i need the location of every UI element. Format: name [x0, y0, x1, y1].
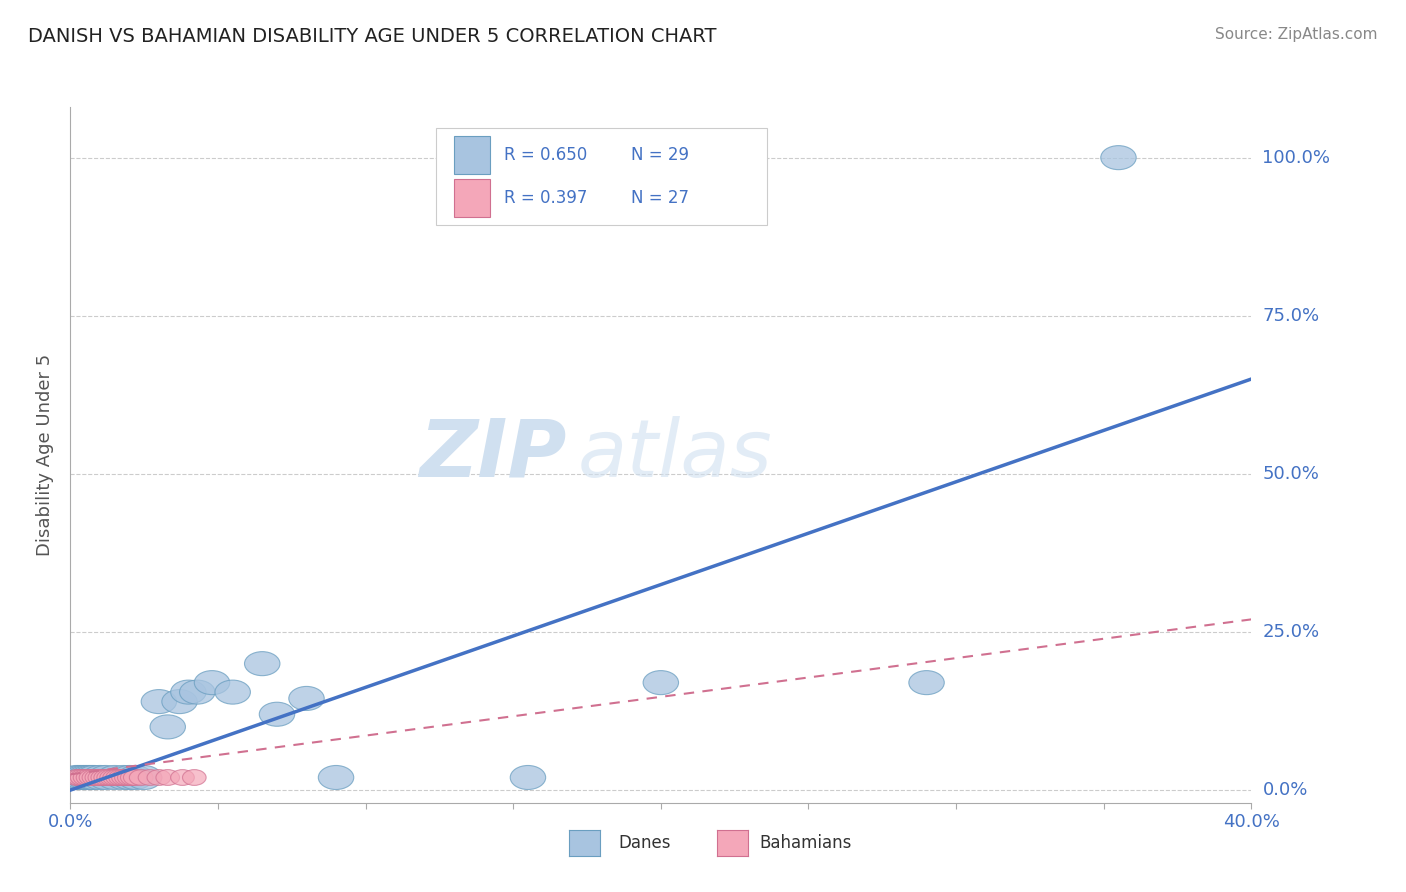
Ellipse shape: [62, 765, 97, 789]
Ellipse shape: [73, 770, 97, 786]
Ellipse shape: [76, 765, 111, 789]
Ellipse shape: [908, 671, 945, 695]
FancyBboxPatch shape: [454, 136, 489, 174]
Text: 0.0%: 0.0%: [1263, 781, 1308, 799]
Text: Bahamians: Bahamians: [759, 834, 852, 852]
Ellipse shape: [138, 770, 162, 786]
Text: N = 29: N = 29: [631, 146, 689, 164]
Ellipse shape: [118, 770, 141, 786]
Ellipse shape: [97, 770, 121, 786]
Ellipse shape: [180, 680, 215, 704]
Ellipse shape: [245, 652, 280, 675]
Ellipse shape: [121, 770, 145, 786]
Ellipse shape: [194, 671, 229, 695]
FancyBboxPatch shape: [436, 128, 768, 226]
Ellipse shape: [70, 770, 94, 786]
Text: R = 0.650: R = 0.650: [503, 146, 586, 164]
Ellipse shape: [65, 770, 89, 786]
Ellipse shape: [510, 765, 546, 789]
Ellipse shape: [288, 687, 325, 710]
Ellipse shape: [170, 680, 207, 704]
Ellipse shape: [73, 765, 108, 789]
Text: atlas: atlas: [578, 416, 773, 494]
Ellipse shape: [162, 690, 197, 714]
Y-axis label: Disability Age Under 5: Disability Age Under 5: [37, 354, 55, 556]
Text: R = 0.397: R = 0.397: [503, 189, 588, 207]
Ellipse shape: [82, 765, 118, 789]
Ellipse shape: [103, 770, 127, 786]
Ellipse shape: [170, 770, 194, 786]
Ellipse shape: [97, 765, 132, 789]
Ellipse shape: [156, 770, 180, 786]
Ellipse shape: [259, 702, 295, 726]
Ellipse shape: [70, 765, 105, 789]
Ellipse shape: [89, 770, 111, 786]
Text: 25.0%: 25.0%: [1263, 623, 1320, 641]
Ellipse shape: [127, 765, 162, 789]
Text: 50.0%: 50.0%: [1263, 465, 1319, 483]
Ellipse shape: [124, 770, 148, 786]
Text: N = 27: N = 27: [631, 189, 689, 207]
Ellipse shape: [89, 765, 124, 789]
Ellipse shape: [183, 770, 207, 786]
Ellipse shape: [141, 690, 177, 714]
Text: DANISH VS BAHAMIAN DISABILITY AGE UNDER 5 CORRELATION CHART: DANISH VS BAHAMIAN DISABILITY AGE UNDER …: [28, 27, 717, 45]
Ellipse shape: [94, 770, 118, 786]
Ellipse shape: [79, 770, 103, 786]
Text: Source: ZipAtlas.com: Source: ZipAtlas.com: [1215, 27, 1378, 42]
Ellipse shape: [129, 770, 153, 786]
Ellipse shape: [215, 680, 250, 704]
Ellipse shape: [105, 765, 141, 789]
Ellipse shape: [150, 714, 186, 739]
Text: 100.0%: 100.0%: [1263, 149, 1330, 167]
Ellipse shape: [643, 671, 679, 695]
Ellipse shape: [100, 770, 124, 786]
Text: Danes: Danes: [619, 834, 671, 852]
Ellipse shape: [114, 770, 138, 786]
Ellipse shape: [111, 770, 135, 786]
Text: 75.0%: 75.0%: [1263, 307, 1320, 325]
Ellipse shape: [67, 770, 91, 786]
Ellipse shape: [108, 770, 132, 786]
Ellipse shape: [148, 770, 170, 786]
Ellipse shape: [76, 770, 100, 786]
Text: ZIP: ZIP: [419, 416, 567, 494]
Ellipse shape: [82, 770, 105, 786]
FancyBboxPatch shape: [454, 179, 489, 217]
Ellipse shape: [59, 765, 94, 789]
Ellipse shape: [111, 765, 148, 789]
Ellipse shape: [65, 765, 100, 789]
Ellipse shape: [118, 765, 153, 789]
Ellipse shape: [1101, 145, 1136, 169]
Ellipse shape: [318, 765, 354, 789]
Ellipse shape: [84, 770, 108, 786]
Ellipse shape: [105, 770, 129, 786]
Ellipse shape: [67, 765, 103, 789]
Ellipse shape: [91, 770, 115, 786]
